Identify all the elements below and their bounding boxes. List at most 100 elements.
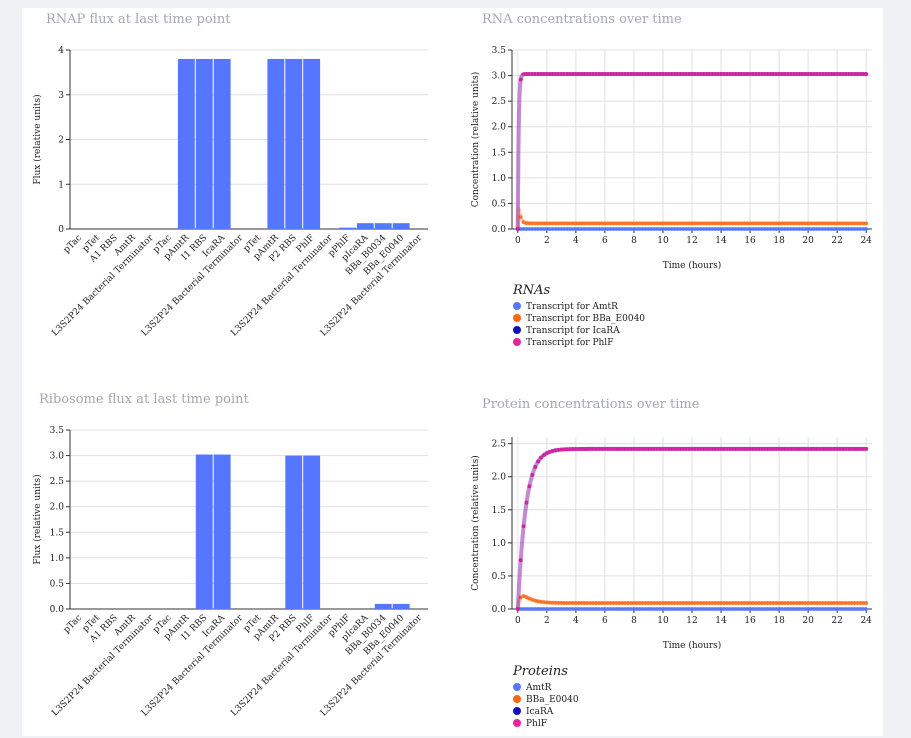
prot-series-point [611, 601, 616, 605]
rna-series-point [597, 72, 601, 76]
prot-series-point [722, 607, 726, 611]
prot-series-point [788, 447, 793, 451]
rna-series-point [707, 221, 712, 226]
prot-series-point [524, 500, 529, 505]
rna-series-point [521, 72, 526, 77]
rna-series-point [585, 227, 590, 231]
rna-series-point [588, 227, 593, 231]
rna-series-point [539, 72, 543, 76]
rna-series-point [724, 72, 729, 76]
prot-series-point [536, 599, 541, 604]
rna-legend-swatch [513, 314, 521, 322]
prot-series-point [649, 447, 654, 451]
rna-series-point [600, 221, 604, 226]
rna-series-point [710, 72, 715, 76]
prot-series-point [573, 607, 578, 611]
rna-series-point [733, 227, 738, 231]
rna-series-point [614, 72, 619, 76]
prot-series-point [806, 607, 811, 611]
rna-x-tick-label: 6 [602, 236, 608, 246]
rna-series-point [640, 72, 645, 76]
prot-series-point [797, 607, 802, 611]
prot-series-point [745, 447, 750, 451]
prot-series-point [666, 447, 671, 451]
prot-series-point [820, 601, 825, 605]
rna-series-point [684, 221, 689, 226]
prot-y-tick-label: 0.0 [492, 605, 507, 615]
prot-series-point [576, 447, 581, 451]
prot-series-point [797, 447, 802, 451]
rna-series-point [643, 221, 648, 226]
rna-series-point [576, 227, 581, 231]
prot-series-point [727, 447, 732, 451]
rna-series-point [745, 221, 750, 226]
rna-series-point [637, 72, 642, 76]
rna-series-point [524, 221, 529, 226]
prot-series-point [846, 447, 851, 451]
prot-series-point [611, 607, 616, 611]
prot-series-point [751, 601, 755, 605]
rna-series-point [713, 72, 718, 76]
ribo-bar [213, 454, 231, 609]
rna-y-axis-label: Concentration (relative units) [470, 72, 481, 208]
prot-series-point [687, 607, 691, 611]
prot-series-point [759, 607, 764, 611]
prot-series-point [530, 597, 535, 602]
rna-series-point [841, 72, 845, 76]
prot-series-point [623, 601, 628, 605]
rna-series-point [858, 227, 863, 231]
rna-series-point [690, 221, 694, 226]
rna-chart-title: RNA concentrations over time [482, 12, 682, 27]
prot-series-point [562, 601, 567, 605]
prot-series-point [852, 607, 857, 611]
prot-series-point [704, 601, 709, 605]
prot-series-point [858, 607, 863, 611]
rna-series-point [620, 227, 625, 231]
rna-series-point [780, 72, 784, 76]
rnap-bar [285, 58, 303, 230]
prot-series-point [547, 607, 552, 611]
rna-series-point [698, 227, 703, 231]
rna-series-point [832, 227, 837, 231]
rna-series-point [643, 227, 648, 231]
prot-series-point [603, 607, 607, 611]
prot-series-point [788, 601, 793, 605]
rna-series-point [643, 72, 648, 76]
rna-series-point [710, 227, 715, 231]
prot-x-tick-label: 24 [860, 616, 872, 626]
rna-series-point [655, 221, 660, 226]
prot-series-point [791, 447, 796, 451]
prot-series-point [794, 601, 799, 605]
rna-series-point [701, 221, 706, 226]
prot-y-axis-label: Concentration (relative units) [470, 455, 481, 591]
prot-series-point [838, 447, 842, 451]
rna-series-point [852, 227, 857, 231]
rna-series-point [838, 221, 842, 226]
prot-series-point [756, 447, 761, 451]
prot-series-point [539, 607, 543, 611]
rna-series-point [620, 72, 625, 76]
rna-series-point [594, 221, 599, 226]
prot-series-point [861, 601, 866, 605]
rna-series-point [623, 72, 628, 76]
prot-series-point [655, 607, 660, 611]
rna-series-point [722, 72, 726, 76]
prot-series-point [704, 447, 709, 451]
prot-series-point [637, 447, 642, 451]
rna-series-point [687, 221, 691, 226]
rna-series-point [733, 72, 738, 76]
prot-series-point [803, 601, 808, 605]
prot-x-tick-label: 2 [544, 616, 550, 626]
rna-series-point [626, 227, 631, 231]
rna-series-point [774, 72, 779, 76]
prot-series-point [768, 447, 773, 451]
prot-series-point [701, 601, 706, 605]
prot-series-point [632, 601, 636, 605]
prot-series-point [814, 447, 819, 451]
prot-series-point [722, 447, 726, 451]
rna-series-point [544, 221, 549, 226]
prot-series-point [785, 607, 790, 611]
rna-series-point [861, 227, 866, 231]
prot-series-point [768, 607, 773, 611]
prot-series-point [544, 451, 549, 456]
